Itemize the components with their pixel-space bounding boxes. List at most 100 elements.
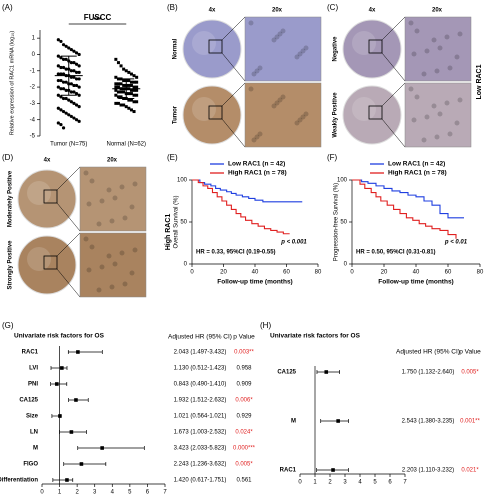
hr-text: 2.203 (1.110-3.232) xyxy=(402,468,454,474)
zoom-line xyxy=(221,16,246,41)
hr-point xyxy=(65,478,69,482)
hr-point xyxy=(324,370,329,374)
data-point xyxy=(56,38,60,42)
annotation: p < 0.01 xyxy=(444,240,468,246)
data-point xyxy=(77,93,81,97)
x-tick-label: 0 xyxy=(190,270,194,276)
nucleus xyxy=(112,195,118,201)
data-point xyxy=(127,98,131,102)
zoom-image xyxy=(404,16,472,82)
side-label: High RAC1 xyxy=(165,214,172,251)
nucleus xyxy=(274,100,280,106)
data-point xyxy=(59,65,63,70)
data-point xyxy=(132,93,136,97)
data-point xyxy=(129,92,133,96)
nucleus xyxy=(457,31,463,37)
nucleus xyxy=(119,250,125,256)
data-point xyxy=(127,106,131,110)
nucleus xyxy=(83,236,89,242)
data-point xyxy=(77,64,81,68)
zoom-box xyxy=(43,255,58,270)
y-tick-label: 100 xyxy=(337,178,348,184)
tissue-texture xyxy=(192,31,216,55)
nucleus xyxy=(106,253,112,259)
nucleus xyxy=(89,244,95,250)
survival-curve xyxy=(352,179,464,219)
annotation: p < 0.001 xyxy=(280,240,307,246)
data-point xyxy=(72,83,76,88)
data-point xyxy=(74,51,79,55)
panel-label: (B) xyxy=(167,3,178,12)
data-point xyxy=(124,69,128,73)
data-point xyxy=(56,54,60,58)
data-point xyxy=(56,85,60,89)
y-tick-label: -1 xyxy=(30,68,36,74)
data-point xyxy=(116,101,120,105)
x-tick-label: 6 xyxy=(388,480,392,486)
legend-label: High RAC1 (n = 78) xyxy=(388,170,447,177)
hr-point xyxy=(55,382,59,386)
data-point xyxy=(61,126,66,130)
nucleus xyxy=(254,134,260,140)
y-axis-label: Relative expression of RAC1 mRNA (log₁₀) xyxy=(9,31,15,136)
hr-point xyxy=(331,468,335,472)
x-axis-label: Follow-up time (months) xyxy=(378,279,453,286)
data-point xyxy=(69,69,73,73)
data-point xyxy=(129,72,133,76)
nucleus xyxy=(122,281,128,287)
data-point xyxy=(119,64,123,68)
x-tick-label: 40 xyxy=(413,270,420,276)
data-point xyxy=(74,70,79,74)
p-value: 0.000*** xyxy=(233,446,256,452)
data-point xyxy=(122,103,126,107)
row-label: RAC1 xyxy=(22,350,39,356)
data-point xyxy=(77,105,81,109)
zoom-line xyxy=(221,82,246,107)
nucleus xyxy=(414,28,420,34)
nucleus xyxy=(434,134,440,140)
x-tick-label: 80 xyxy=(315,270,322,276)
zoom-line xyxy=(381,52,406,82)
panel-label: (H) xyxy=(260,321,271,330)
column-header: Adjusted HR (95% CI) xyxy=(396,349,460,356)
x-tick-label: 1 xyxy=(313,480,317,486)
tissue-core xyxy=(342,19,402,79)
nucleus xyxy=(300,114,306,120)
x-axis-label: Follow-up time (months) xyxy=(217,279,292,286)
column-label: 20x xyxy=(432,8,443,14)
tissue-core xyxy=(17,169,77,229)
nucleus xyxy=(411,117,417,123)
data-point xyxy=(69,61,73,65)
data-point xyxy=(114,101,118,105)
zoom-box xyxy=(43,189,58,204)
hr-text: 1.673 (1.003-2.532) xyxy=(174,430,227,436)
y-tick-label: 1 xyxy=(32,36,36,42)
y-tick-label: -3 xyxy=(30,101,36,107)
x-tick-label: 20 xyxy=(220,270,227,276)
data-point xyxy=(132,88,136,92)
y-axis-label: Overall Survival (%) xyxy=(174,195,180,248)
data-point xyxy=(64,88,68,92)
nucleus xyxy=(251,137,257,143)
nucleus xyxy=(119,184,125,190)
data-point xyxy=(127,83,131,87)
zoom-image xyxy=(244,16,322,82)
row-label: Moderately Positive xyxy=(8,170,14,227)
nucleus xyxy=(248,86,254,92)
data-point xyxy=(61,80,66,84)
data-point xyxy=(72,69,76,73)
nucleus xyxy=(434,68,440,74)
data-point xyxy=(135,80,139,84)
nucleus xyxy=(303,45,309,51)
x-tick-label: 0 xyxy=(40,490,44,496)
panel-label: (E) xyxy=(167,153,178,162)
data-point xyxy=(59,72,63,76)
nucleus xyxy=(280,94,286,100)
y-tick-label: 50 xyxy=(180,220,187,226)
nucleus xyxy=(280,28,286,34)
nucleus xyxy=(421,137,427,143)
legend-label: Low RAC1 (n = 42) xyxy=(228,161,285,168)
nucleus xyxy=(271,103,277,109)
panel-label: (C) xyxy=(327,3,338,12)
data-point xyxy=(132,110,136,114)
